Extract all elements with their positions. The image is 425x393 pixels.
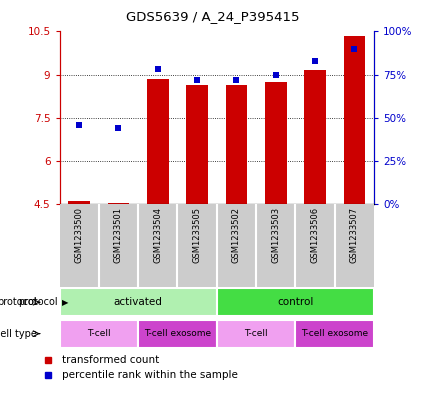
Text: T-cell: T-cell xyxy=(244,329,268,338)
Text: GSM1233505: GSM1233505 xyxy=(193,207,201,263)
Text: T-cell: T-cell xyxy=(87,329,111,338)
Text: activated: activated xyxy=(113,297,162,307)
Text: GSM1233504: GSM1233504 xyxy=(153,207,162,263)
Point xyxy=(233,77,240,83)
Bar xyxy=(108,203,129,204)
Point xyxy=(194,77,201,83)
Text: GSM1233501: GSM1233501 xyxy=(114,207,123,263)
Text: percentile rank within the sample: percentile rank within the sample xyxy=(62,370,238,380)
Bar xyxy=(60,320,138,348)
Text: GSM1233503: GSM1233503 xyxy=(271,207,280,263)
Bar xyxy=(217,288,374,316)
Text: control: control xyxy=(277,297,314,307)
Point xyxy=(115,125,122,131)
Text: ▶: ▶ xyxy=(62,298,68,307)
Bar xyxy=(295,320,374,348)
Bar xyxy=(217,320,295,348)
Text: transformed count: transformed count xyxy=(62,354,159,365)
Text: T-cell exosome: T-cell exosome xyxy=(144,329,211,338)
Bar xyxy=(68,202,90,204)
Point xyxy=(76,122,82,128)
Bar xyxy=(226,85,247,204)
Bar xyxy=(186,85,208,204)
Bar xyxy=(265,82,286,204)
Bar xyxy=(147,79,169,204)
Text: protocol: protocol xyxy=(0,297,37,307)
Text: GSM1233506: GSM1233506 xyxy=(311,207,320,263)
Text: T-cell exosome: T-cell exosome xyxy=(301,329,368,338)
Bar xyxy=(304,70,326,204)
Text: protocol: protocol xyxy=(18,297,57,307)
Point xyxy=(272,72,279,78)
Bar xyxy=(343,36,365,204)
Point xyxy=(312,58,318,64)
Text: cell type: cell type xyxy=(0,329,37,339)
Point xyxy=(351,46,358,52)
Bar xyxy=(138,320,217,348)
Text: GSM1233500: GSM1233500 xyxy=(75,207,84,263)
Text: GSM1233502: GSM1233502 xyxy=(232,207,241,263)
Bar xyxy=(60,288,217,316)
Point xyxy=(154,66,161,73)
Text: GSM1233507: GSM1233507 xyxy=(350,207,359,263)
Text: GDS5639 / A_24_P395415: GDS5639 / A_24_P395415 xyxy=(126,10,299,23)
